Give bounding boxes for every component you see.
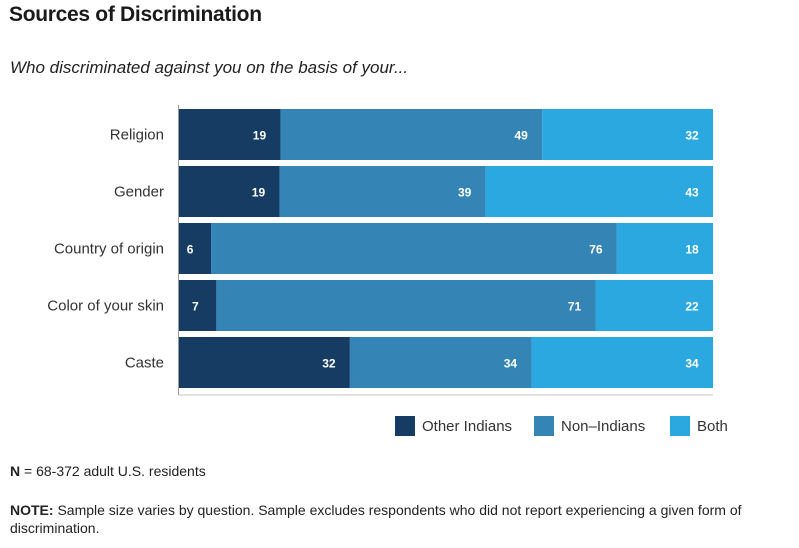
sample-size-note: N = 68-372 adult U.S. residents xyxy=(10,463,206,479)
n-text: = 68-372 adult U.S. residents xyxy=(20,463,206,479)
n-label: N xyxy=(10,463,21,479)
bar-segment xyxy=(279,166,486,217)
bar-segment xyxy=(211,223,617,274)
bar-segment xyxy=(179,109,281,160)
data-label: 7 xyxy=(192,300,199,314)
data-label: 22 xyxy=(685,300,699,314)
legend-swatch xyxy=(670,416,690,436)
data-label: 18 xyxy=(685,243,699,257)
bar-segment xyxy=(595,280,713,331)
data-label: 49 xyxy=(514,129,528,143)
data-label: 76 xyxy=(589,243,603,257)
bar-segment xyxy=(280,109,543,160)
data-label: 34 xyxy=(504,357,518,371)
data-label: 32 xyxy=(322,357,336,371)
note-text: Sample size varies by question. Sample e… xyxy=(10,502,742,536)
data-label: 34 xyxy=(685,357,699,371)
bar-segment xyxy=(542,109,713,160)
note-label: NOTE: xyxy=(10,502,54,518)
legend-swatch xyxy=(395,416,415,436)
bar-segment xyxy=(349,337,532,388)
stacked-bar-chart: Religion 19 49 32 Gender 19 39 43 Country of ori… xyxy=(47,105,728,436)
bar-segment xyxy=(179,337,350,388)
legend-swatch xyxy=(534,416,554,436)
legend-label: Other Indians xyxy=(422,418,512,435)
data-label: 6 xyxy=(187,243,194,257)
category-label: Country of origin xyxy=(54,241,164,258)
chart-title: Sources of Discrimination xyxy=(9,3,262,26)
bar-segment xyxy=(179,280,217,331)
legend-label: Both xyxy=(697,418,728,435)
legend-label: Non–Indians xyxy=(561,418,645,435)
category-label: Gender xyxy=(114,184,164,201)
data-label: 19 xyxy=(252,186,266,200)
bar-segment xyxy=(531,337,713,388)
bar-segment xyxy=(216,280,596,331)
bar-segment xyxy=(179,223,212,274)
bar-segment xyxy=(616,223,713,274)
data-label: 32 xyxy=(685,129,699,143)
bar-segment xyxy=(485,166,713,217)
methodology-note: NOTE: Sample size varies by question. Sa… xyxy=(10,501,770,537)
category-label: Caste xyxy=(125,355,164,372)
chart-subtitle: Who discriminated against you on the bas… xyxy=(10,58,409,77)
category-label: Religion xyxy=(110,127,164,144)
data-label: 71 xyxy=(568,300,582,314)
data-label: 19 xyxy=(253,129,267,143)
category-label: Color of your skin xyxy=(47,298,164,315)
data-label: 43 xyxy=(685,186,699,200)
data-label: 39 xyxy=(458,186,472,200)
bar-segment xyxy=(179,166,280,217)
